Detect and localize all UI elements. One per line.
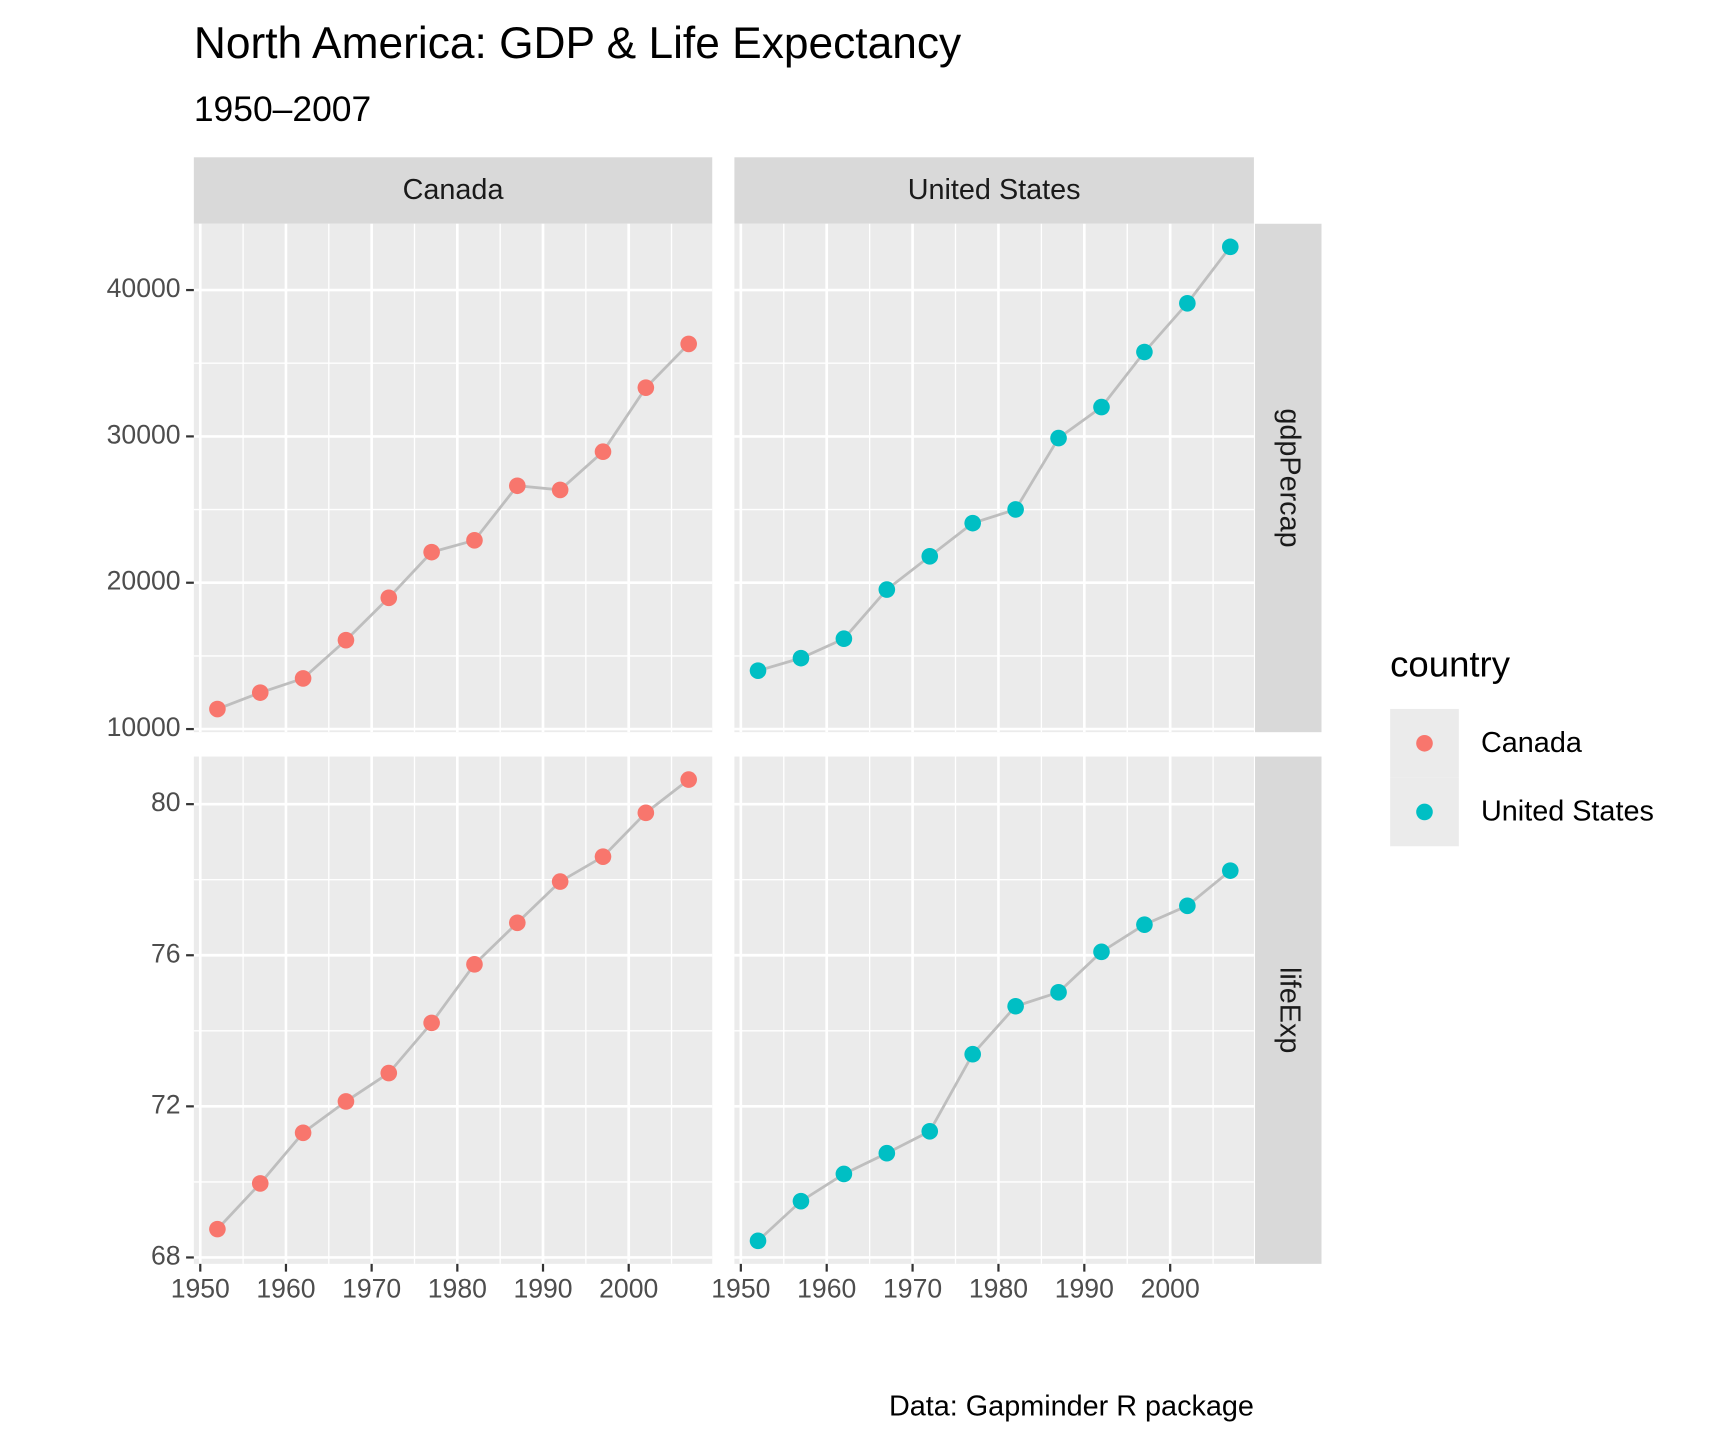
data-point: [466, 532, 483, 549]
chart-subtitle: 1950–2007: [194, 89, 371, 129]
facet-strip: [193, 157, 713, 224]
y-tick-label: 30000: [107, 419, 181, 449]
data-point: [380, 589, 398, 607]
data-point: [337, 1093, 355, 1110]
facet-label: gdpPercap: [1274, 408, 1306, 547]
data-point: [594, 443, 612, 460]
data-point: [466, 956, 483, 973]
data-point: [337, 631, 355, 649]
panel: [193, 756, 713, 1264]
data-point: [423, 543, 440, 561]
x-tick-label: 1980: [969, 1273, 1028, 1303]
x-tick-label: 1990: [1055, 1273, 1114, 1303]
legend-label: Canada: [1481, 727, 1583, 759]
data-point: [878, 581, 896, 598]
data-point: [792, 1192, 810, 1210]
data-point: [209, 1220, 226, 1238]
data-point: [551, 481, 569, 499]
legend-title: country: [1390, 643, 1511, 684]
data-point: [637, 379, 655, 396]
data-point: [1093, 943, 1110, 961]
data-point: [878, 1144, 896, 1162]
y-tick-label: 10000: [107, 712, 181, 742]
data-point: [380, 1064, 398, 1082]
facet-label: lifeExp: [1274, 967, 1306, 1053]
data-point: [509, 477, 526, 495]
x-tick-label: 1960: [256, 1273, 315, 1303]
y-tick-label: 20000: [107, 566, 181, 596]
data-point: [251, 1175, 269, 1192]
data-point: [294, 670, 312, 687]
data-point: [1136, 343, 1153, 361]
panel: [193, 223, 713, 733]
x-tick-label: 1950: [171, 1273, 230, 1303]
facet-strip: [1255, 756, 1322, 1264]
data-point: [749, 662, 767, 679]
panel: [734, 756, 1254, 1264]
x-tick-label: 1990: [513, 1273, 572, 1303]
facet-strip: [734, 157, 1254, 224]
series-line: [216, 778, 690, 1231]
chart-title: North America: GDP & Life Expectancy: [194, 19, 962, 68]
x-tick-label: 1960: [797, 1273, 856, 1303]
data-point: [1221, 862, 1239, 879]
data-point: [1007, 997, 1024, 1015]
data-point: [1050, 983, 1067, 1001]
data-point: [1093, 398, 1110, 416]
data-point: [1179, 897, 1196, 915]
y-tick-label: 40000: [107, 273, 181, 303]
x-tick-label: 2000: [599, 1273, 658, 1303]
data-point: [921, 1122, 939, 1140]
data-point: [1007, 501, 1024, 518]
x-tick-label: 1970: [342, 1273, 401, 1303]
data-point: [209, 700, 226, 718]
data-point: [964, 514, 981, 532]
y-tick-label: 80: [151, 787, 181, 817]
data-point: [594, 848, 612, 865]
facet-strip: [1255, 223, 1322, 733]
data-point: [1221, 238, 1239, 256]
data-point: [551, 873, 569, 890]
x-tick-label: 1980: [428, 1273, 487, 1303]
data-point: [680, 771, 697, 788]
data-point: [835, 1165, 853, 1183]
y-tick-label: 68: [151, 1240, 181, 1270]
data-point: [509, 914, 526, 932]
y-tick-label: 76: [151, 938, 181, 968]
data-point: [1179, 294, 1196, 312]
legend-marker: [1416, 803, 1433, 821]
data-point: [251, 684, 269, 701]
data-point: [964, 1045, 981, 1063]
data-point: [792, 649, 810, 667]
facet-label: Canada: [403, 174, 505, 206]
y-tick-label: 72: [151, 1089, 181, 1119]
x-tick-label: 1950: [711, 1273, 770, 1303]
data-point: [749, 1232, 767, 1250]
data-point: [680, 335, 697, 353]
caption: Data: Gapminder R package: [889, 1390, 1254, 1422]
data-point: [1136, 916, 1153, 933]
data-point: [921, 547, 939, 565]
data-point: [637, 804, 655, 822]
x-tick-label: 2000: [1141, 1273, 1200, 1303]
legend-label: United States: [1481, 796, 1654, 828]
facet-label: United States: [908, 174, 1081, 206]
panel: [734, 223, 1254, 733]
x-tick-label: 1970: [883, 1273, 942, 1303]
data-point: [1050, 429, 1067, 447]
data-point: [294, 1124, 312, 1142]
legend-marker: [1416, 734, 1433, 752]
data-point: [835, 630, 853, 648]
data-point: [423, 1014, 440, 1032]
